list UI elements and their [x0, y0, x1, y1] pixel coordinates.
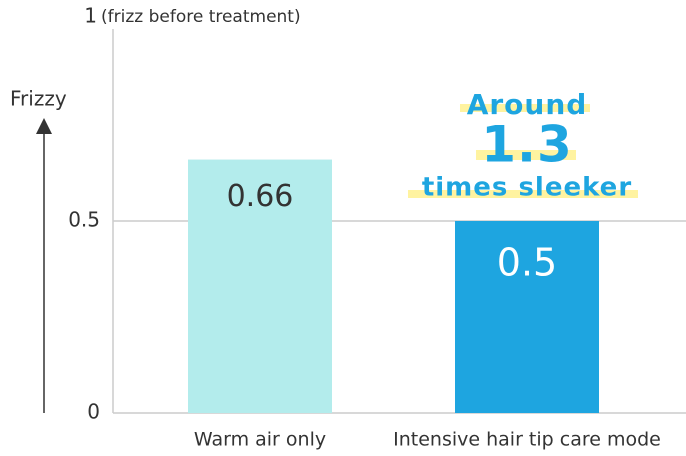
y-tick-label: 1: [84, 4, 97, 28]
x-tick-label: Intensive hair tip care mode: [393, 429, 661, 451]
annotation: times sleeker: [422, 173, 632, 203]
y-axis-label: Frizzy: [10, 87, 67, 111]
axis-arrow-head: [36, 118, 52, 134]
top-tick-note: (frizz before treatment): [101, 7, 301, 27]
highlight: [476, 150, 576, 160]
highlight: [460, 104, 590, 112]
highlight: [408, 190, 638, 198]
x-tick-label: Warm air only: [194, 429, 326, 451]
value-label: 0.5: [497, 241, 557, 285]
y-tick-label: 0.5: [68, 208, 100, 232]
bar: [188, 159, 332, 413]
value-label: 0.66: [227, 179, 294, 214]
annotation: 1.3: [481, 116, 573, 174]
bar: [455, 221, 599, 413]
y-tick-label: 0: [87, 400, 100, 424]
annotation: Around: [467, 88, 588, 121]
